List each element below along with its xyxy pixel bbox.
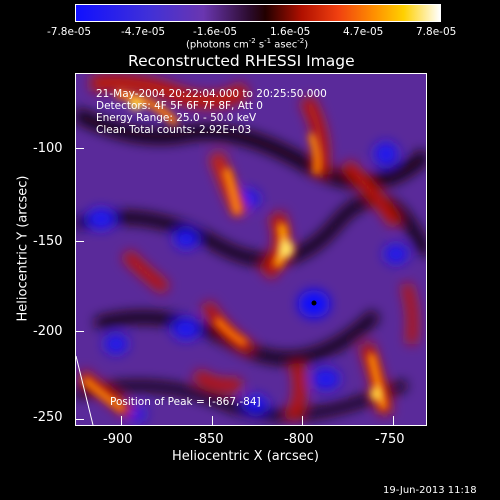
info-line-clean: Clean Total counts: 2.92E+03 [96, 124, 252, 136]
colorbar-tick: 4.7e-05 [343, 26, 384, 38]
colorbar-tick: -4.7e-05 [121, 26, 166, 38]
colorbar [75, 4, 441, 22]
x-axis-label: Heliocentric X (arcsec) [172, 449, 319, 464]
y-tick-label: -250 [33, 410, 63, 425]
y-tick-label: -100 [33, 141, 63, 156]
info-line-time: 21-May-2004 20:22:04.000 to 20:25:50.000 [96, 88, 327, 100]
x-tick-label: -900 [103, 432, 133, 447]
plot-frame: 21-May-2004 20:22:04.000 to 20:25:50.000… [75, 73, 427, 426]
colorbar-tick: -1.6e-05 [193, 26, 238, 38]
rhessi-image [76, 74, 426, 425]
colorbar-units: (photons cm-2 s-1 asec-2) [186, 37, 309, 51]
generated-date: 19-Jun-2013 11:18 [383, 485, 477, 496]
plot-title: Reconstructed RHESSI Image [128, 52, 355, 70]
y-tick-label: -150 [33, 234, 63, 249]
colorbar-tick: 1.6e-05 [270, 26, 311, 38]
x-tick-label: -750 [375, 432, 405, 447]
x-tick-label: -800 [284, 432, 314, 447]
info-line-detectors: Detectors: 4F 5F 6F 7F 8F, Att 0 [96, 100, 263, 112]
colorbar-tick: -7.8e-05 [47, 26, 92, 38]
observation-info: 21-May-2004 20:22:04.000 to 20:25:50.000… [96, 88, 327, 136]
colorbar-tick: 7.8e-05 [416, 26, 457, 38]
peak-marker [311, 300, 317, 306]
y-tick-label: -200 [33, 324, 63, 339]
x-tick-label: -850 [194, 432, 224, 447]
peak-position-label: Position of Peak = [-867,-84] [110, 396, 261, 408]
y-axis-label: Heliocentric Y (arcsec) [15, 175, 31, 322]
info-line-energy: Energy Range: 25.0 - 50.0 keV [96, 112, 257, 124]
